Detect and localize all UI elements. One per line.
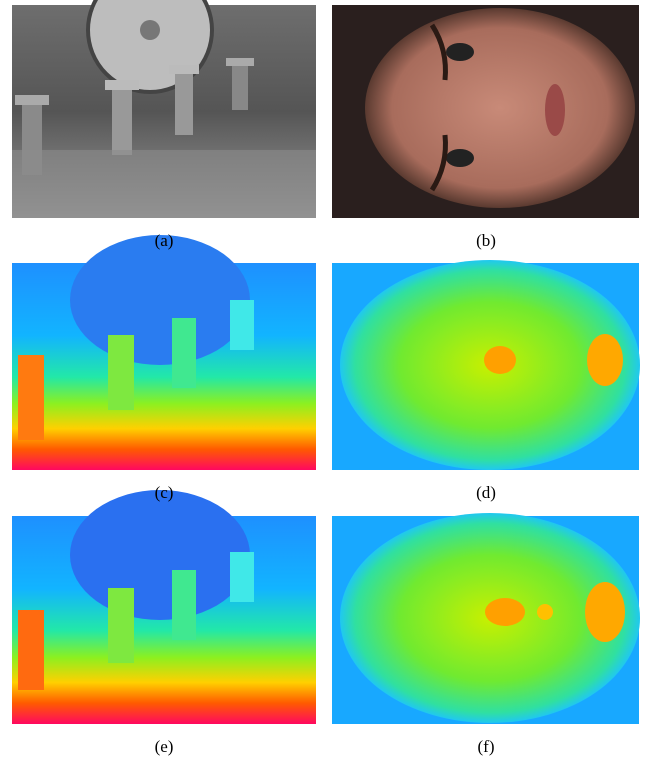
panel-c	[12, 235, 316, 470]
caption: (b)	[476, 231, 496, 250]
caption: (d)	[476, 483, 496, 502]
caption: (f)	[478, 737, 495, 756]
figure: (a) (b) (c) (d) (e) (f)	[0, 0, 651, 765]
panel-a	[12, 0, 316, 218]
panel-b	[332, 5, 639, 218]
caption: (e)	[155, 737, 174, 756]
panel-f	[332, 513, 640, 724]
panel-d	[332, 260, 640, 470]
caption: (c)	[155, 483, 174, 502]
panel-e	[12, 490, 316, 724]
caption: (a)	[155, 231, 174, 250]
